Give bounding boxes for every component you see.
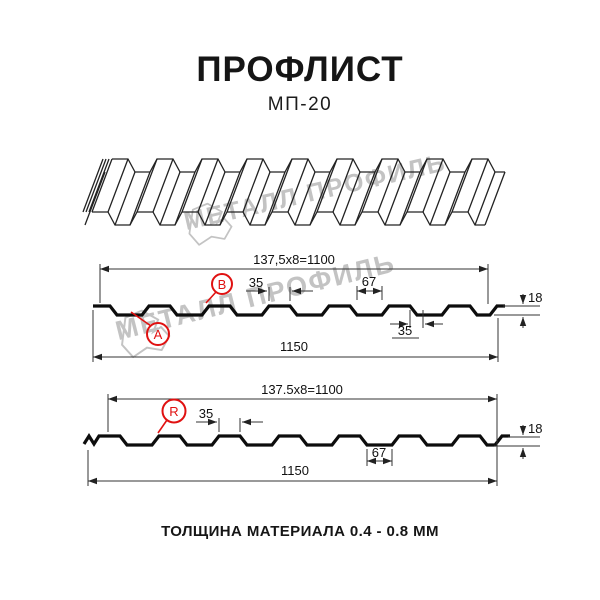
dimension-label-total-width: 1150 <box>280 339 308 354</box>
sheet-3d-view <box>82 158 506 226</box>
dimension-label-valley: 67 <box>362 274 376 289</box>
dimension-label-height: 18 <box>528 290 542 305</box>
point-marker-b <box>211 273 233 295</box>
material-thickness-note: ТОЛЩИНА МАТЕРИАЛА 0.4 - 0.8 ММ <box>161 523 439 540</box>
dimension-label-rib-top: 35 <box>199 406 213 421</box>
dimension-label-rib-top: 35 <box>249 275 263 290</box>
dimension-label-rib-bottom: 35 <box>398 323 412 338</box>
sheet-3d-back-edge <box>112 158 505 173</box>
profile-model-subtitle: МП-20 <box>267 94 333 115</box>
point-label-r: R <box>169 404 178 419</box>
sheet-3d-rib-lines <box>84 158 506 226</box>
dimension-label-module-width: 137.5x8=1100 <box>261 382 343 397</box>
cross-section-top: 137,5x8=1100 1150 35 67 35 <box>92 252 542 362</box>
point-marker-r <box>161 398 187 424</box>
point-label-a: A <box>154 327 163 342</box>
cross-section-bottom: 137.5x8=1100 35 67 18 1150 <box>82 382 542 486</box>
sheet-3d-front-edge <box>92 211 485 226</box>
leader-line-r <box>157 419 168 434</box>
sheet-3d-cut-edge-hatch <box>82 158 110 213</box>
dimension-label-height: 18 <box>528 421 542 436</box>
dimension-label-total-width: 1150 <box>281 463 309 478</box>
profile-outline-bottom <box>82 432 510 448</box>
leader-line-a <box>130 311 152 327</box>
leader-line-b <box>205 291 217 304</box>
dimension-label-module-width: 137,5x8=1100 <box>253 252 335 267</box>
point-marker-a <box>146 322 170 346</box>
dimension-label-valley: 67 <box>372 445 386 460</box>
point-label-b: B <box>218 277 227 292</box>
profile-outline-top <box>93 304 505 317</box>
page-title: ПРОФЛИСТ <box>196 50 404 89</box>
